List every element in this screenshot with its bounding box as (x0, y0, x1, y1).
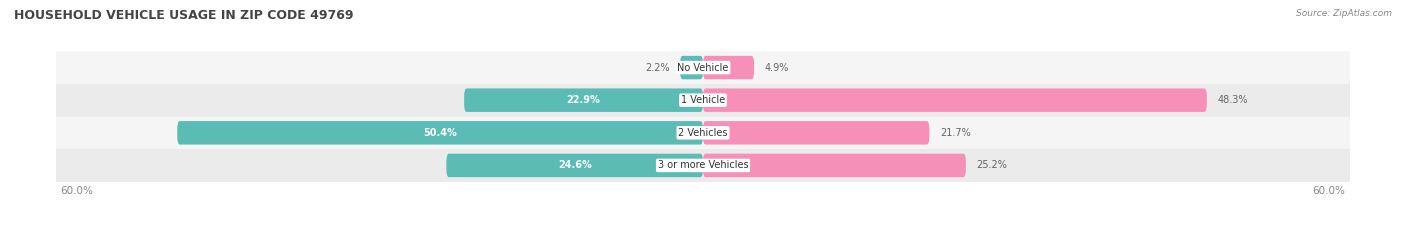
FancyBboxPatch shape (446, 154, 703, 177)
Text: 21.7%: 21.7% (939, 128, 970, 138)
FancyBboxPatch shape (177, 121, 703, 144)
Text: 2 Vehicles: 2 Vehicles (678, 128, 728, 138)
Text: 50.4%: 50.4% (423, 128, 457, 138)
Text: 24.6%: 24.6% (558, 161, 592, 170)
FancyBboxPatch shape (681, 56, 703, 79)
Text: 25.2%: 25.2% (976, 161, 1007, 170)
Text: 2.2%: 2.2% (645, 63, 669, 72)
Text: Source: ZipAtlas.com: Source: ZipAtlas.com (1296, 9, 1392, 18)
FancyBboxPatch shape (703, 121, 929, 144)
Text: No Vehicle: No Vehicle (678, 63, 728, 72)
Bar (56, 116, 1350, 149)
FancyBboxPatch shape (703, 89, 1206, 112)
Text: HOUSEHOLD VEHICLE USAGE IN ZIP CODE 49769: HOUSEHOLD VEHICLE USAGE IN ZIP CODE 4976… (14, 9, 353, 22)
Bar (56, 51, 1350, 84)
FancyBboxPatch shape (703, 56, 754, 79)
Bar (56, 149, 1350, 182)
Text: 1 Vehicle: 1 Vehicle (681, 95, 725, 105)
FancyBboxPatch shape (464, 89, 703, 112)
Text: 22.9%: 22.9% (567, 95, 600, 105)
Text: 4.9%: 4.9% (765, 63, 789, 72)
Text: 3 or more Vehicles: 3 or more Vehicles (658, 161, 748, 170)
Text: 48.3%: 48.3% (1218, 95, 1247, 105)
Bar (56, 84, 1350, 116)
FancyBboxPatch shape (703, 154, 966, 177)
